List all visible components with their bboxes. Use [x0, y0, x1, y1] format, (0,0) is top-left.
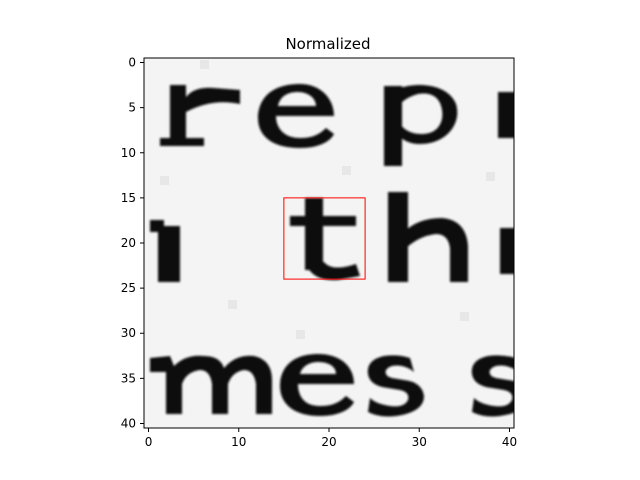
paper-texture	[160, 60, 495, 339]
x-tick-label: 0	[145, 435, 153, 449]
y-tick-label: 15	[121, 191, 136, 205]
glyph-line-th	[150, 192, 514, 282]
y-tick-label: 0	[128, 56, 136, 70]
y-tick-label: 40	[121, 416, 136, 430]
text-glyphs	[150, 84, 514, 417]
y-tick-label: 30	[121, 326, 136, 340]
x-tick-label: 20	[321, 435, 336, 449]
grayscale-image	[144, 58, 514, 428]
y-tick-label: 25	[121, 281, 136, 295]
y-tick-label: 20	[121, 236, 136, 250]
y-tick-label: 35	[121, 371, 136, 385]
x-tick-label: 10	[231, 435, 246, 449]
highlight-box	[283, 197, 366, 280]
x-axis: 0 10 20 30 40	[145, 428, 517, 449]
figure-title: Normalized	[285, 35, 370, 53]
glyph-line-rep	[160, 84, 514, 166]
glyph-line-mess	[150, 354, 514, 417]
y-axis: 0 5 10 15 20 25 30 35 40	[121, 56, 144, 430]
x-tick-label: 30	[412, 435, 427, 449]
y-tick-label: 5	[128, 101, 136, 115]
y-tick-label: 10	[121, 146, 136, 160]
x-tick-label: 40	[502, 435, 517, 449]
